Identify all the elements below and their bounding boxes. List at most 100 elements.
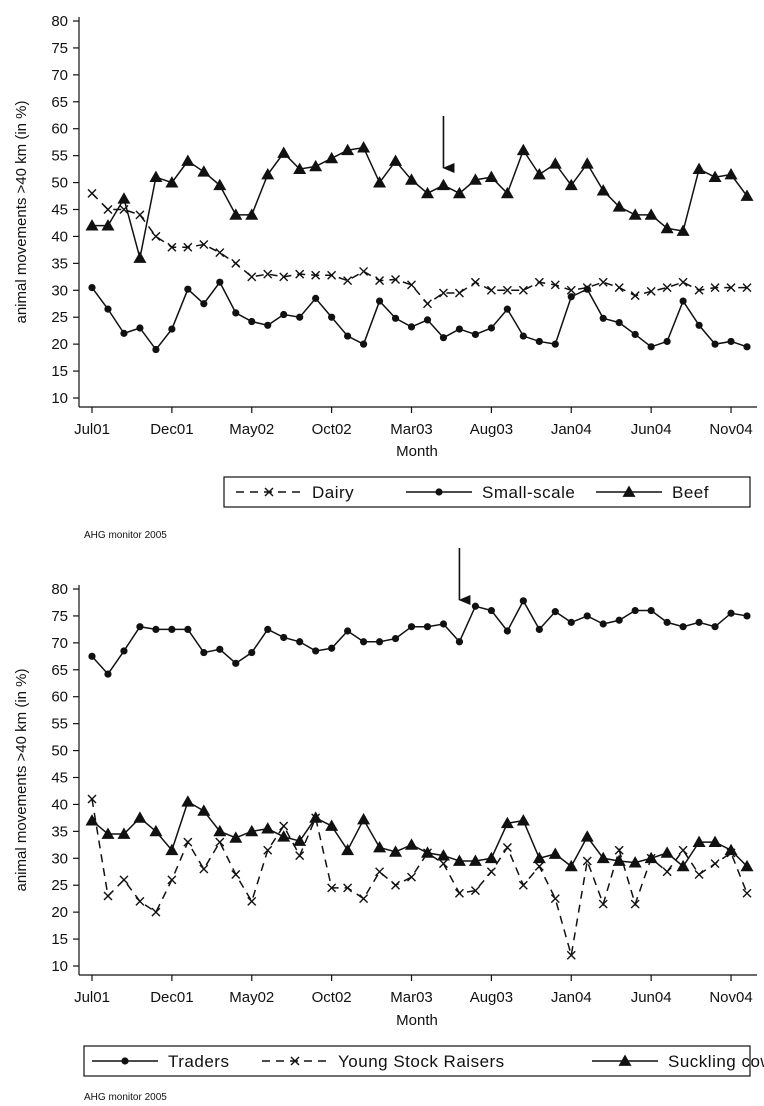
series-beef	[85, 141, 754, 263]
series-young-stock-raisers	[87, 794, 752, 960]
data-point	[264, 625, 272, 633]
data-point	[516, 143, 530, 156]
data-point	[438, 859, 448, 869]
data-point	[711, 340, 719, 348]
data-point	[534, 277, 544, 287]
data-point	[423, 623, 432, 631]
data-point	[133, 811, 147, 823]
data-point	[487, 606, 495, 615]
x-tick-label: Aug03	[470, 989, 513, 1006]
data-point	[375, 276, 385, 286]
y-tick-label: 10	[51, 958, 68, 975]
data-point	[455, 325, 464, 333]
legend-label: Dairy	[312, 483, 354, 502]
data-point	[87, 794, 97, 804]
data-point	[344, 627, 352, 635]
y-tick-label: 80	[51, 581, 68, 598]
data-point	[660, 846, 674, 858]
data-point	[264, 321, 272, 329]
legend-entry: Beef	[596, 483, 709, 502]
data-point	[309, 159, 323, 172]
data-point	[88, 283, 96, 292]
data-point	[200, 648, 208, 657]
y-axis-title: animal movements >40 km (in %)	[13, 101, 30, 324]
legend-label: Traders	[168, 1052, 229, 1071]
y-tick-label: 50	[51, 175, 68, 192]
data-point	[551, 608, 559, 616]
data-point	[471, 330, 480, 339]
data-point	[436, 178, 450, 191]
data-point	[660, 221, 674, 234]
y-tick-label: 15	[51, 363, 68, 380]
data-point	[614, 845, 624, 855]
legend-entry: Small-scale	[406, 483, 575, 502]
data-point	[312, 294, 320, 302]
data-point	[436, 849, 450, 861]
data-point	[311, 270, 321, 280]
data-point	[359, 340, 368, 348]
data-point	[263, 269, 273, 279]
x-tick-label: Jul01	[74, 989, 110, 1006]
data-point	[391, 880, 401, 890]
data-point	[711, 623, 719, 631]
data-point	[117, 192, 131, 204]
data-point	[296, 638, 304, 646]
data-point	[647, 606, 655, 615]
x-axis-title: Month	[396, 1012, 438, 1029]
data-point	[694, 869, 704, 879]
data-point	[564, 859, 578, 872]
legend-entry: Young Stock Raisers	[262, 1052, 505, 1071]
series-traders	[88, 597, 751, 678]
data-point	[422, 299, 432, 309]
data-point	[295, 851, 305, 861]
data-point	[407, 280, 417, 290]
x-tick-label: Dec01	[150, 989, 193, 1006]
x-ticks: Jul01 Dec01 May02 Oct02 Mar03 Aug03 Jan04 Jun04…	[74, 407, 753, 438]
data-point	[631, 330, 639, 339]
data-point	[373, 841, 387, 853]
data-point	[120, 329, 128, 337]
data-point	[309, 811, 323, 823]
data-point	[199, 240, 209, 250]
data-point	[181, 795, 195, 807]
data-point	[101, 219, 115, 231]
data-point	[519, 332, 527, 340]
data-point	[583, 285, 591, 293]
data-point	[168, 325, 176, 333]
data-point	[742, 888, 752, 898]
data-point	[344, 332, 352, 340]
data-point	[630, 899, 640, 909]
data-point	[293, 834, 307, 846]
legend: Dairy Small-scale Beef	[223, 476, 751, 508]
data-point	[567, 293, 575, 301]
data-point	[535, 337, 543, 346]
legend-label: Young Stock Raisers	[338, 1052, 505, 1071]
data-point	[325, 819, 339, 831]
data-point	[663, 337, 671, 346]
data-point	[612, 200, 626, 212]
x-tick-label: Mar03	[390, 421, 433, 438]
legend-label: Beef	[672, 483, 709, 502]
data-point	[149, 170, 163, 183]
data-point	[614, 283, 624, 293]
data-point	[420, 846, 434, 858]
data-point	[183, 837, 193, 847]
data-point	[359, 266, 369, 276]
data-point	[104, 670, 112, 678]
data-point	[518, 880, 528, 890]
x-tick-label: Jun04	[631, 421, 672, 438]
y-tick-label: 45	[51, 770, 68, 787]
data-point	[328, 644, 336, 652]
data-point	[710, 283, 720, 293]
data-point	[119, 875, 129, 885]
data-point	[628, 208, 642, 220]
data-point	[740, 859, 754, 872]
data-point	[503, 305, 511, 313]
data-point	[152, 345, 160, 354]
data-point	[487, 324, 495, 332]
y-axis-title: animal movements >40 km (in %)	[13, 669, 30, 892]
data-point	[389, 845, 403, 857]
data-point	[454, 288, 464, 298]
data-point	[87, 188, 97, 198]
